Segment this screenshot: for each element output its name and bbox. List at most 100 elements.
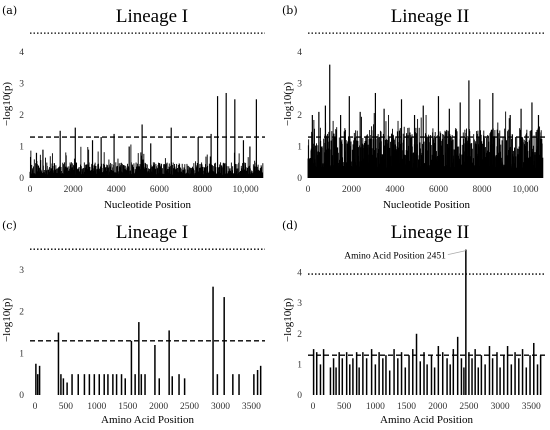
x-tick-label: 1000 bbox=[87, 402, 106, 412]
bar bbox=[98, 374, 101, 395]
bar bbox=[93, 374, 96, 395]
bar bbox=[398, 130, 400, 178]
x-tick-label: 500 bbox=[337, 402, 352, 412]
bar bbox=[361, 116, 362, 178]
bar bbox=[345, 140, 347, 178]
bar bbox=[433, 367, 436, 395]
bar bbox=[485, 157, 487, 178]
bar bbox=[212, 286, 214, 395]
panel-a: (a) Lineage I −log10(p) Nucleotide Position… bbox=[1, 4, 265, 211]
bar bbox=[209, 156, 211, 178]
bar bbox=[365, 358, 368, 395]
bar bbox=[171, 376, 173, 395]
bar bbox=[416, 144, 418, 178]
bar bbox=[108, 164, 110, 178]
bar bbox=[166, 162, 168, 178]
bar bbox=[464, 132, 466, 178]
bar bbox=[435, 137, 437, 178]
bar bbox=[80, 166, 82, 178]
bar bbox=[532, 145, 534, 178]
y-tick-label: 0 bbox=[297, 391, 302, 401]
bar bbox=[400, 99, 403, 178]
bar bbox=[318, 111, 320, 178]
bar bbox=[73, 165, 74, 178]
bar bbox=[262, 163, 264, 178]
bar bbox=[340, 115, 342, 178]
bar bbox=[460, 358, 463, 395]
bar bbox=[509, 115, 511, 178]
bar bbox=[319, 364, 322, 395]
bar bbox=[223, 297, 225, 395]
x-axis-label: Amino Acid Position bbox=[380, 414, 473, 426]
x-tick-label: 3500 bbox=[242, 402, 261, 412]
bar bbox=[236, 164, 238, 178]
bar bbox=[221, 165, 223, 178]
bar bbox=[350, 141, 352, 178]
bar bbox=[365, 136, 367, 178]
bar bbox=[540, 130, 542, 178]
bar bbox=[66, 382, 68, 395]
bar bbox=[355, 137, 357, 178]
bar bbox=[169, 167, 171, 178]
bar bbox=[502, 137, 504, 178]
bar bbox=[77, 374, 79, 395]
bar bbox=[510, 364, 513, 395]
x-tick-label: 0 bbox=[306, 185, 311, 195]
bar bbox=[133, 163, 135, 178]
bar bbox=[332, 133, 334, 178]
bar bbox=[378, 352, 380, 395]
bar bbox=[449, 364, 451, 395]
bar bbox=[456, 336, 459, 395]
bar bbox=[355, 352, 358, 395]
bar bbox=[224, 163, 226, 178]
bar bbox=[531, 102, 533, 178]
bar bbox=[387, 139, 389, 178]
annotation-label: Amino Acid Position 2451 bbox=[344, 252, 446, 262]
bar bbox=[420, 117, 422, 178]
bar bbox=[515, 156, 517, 178]
bar bbox=[503, 355, 505, 395]
bar bbox=[130, 340, 133, 395]
bar bbox=[419, 361, 422, 395]
bar bbox=[137, 153, 139, 178]
bar bbox=[338, 352, 340, 395]
bar bbox=[498, 133, 500, 178]
x-tick-label: 8000 bbox=[193, 185, 212, 195]
bar bbox=[480, 355, 483, 395]
bar bbox=[332, 358, 335, 395]
y-tick-label: 3 bbox=[19, 266, 24, 276]
bar bbox=[484, 364, 486, 395]
bar bbox=[497, 122, 499, 178]
bar bbox=[234, 99, 236, 178]
bar-series bbox=[307, 64, 544, 178]
y-tick-label: 3 bbox=[297, 299, 302, 309]
bar bbox=[261, 166, 262, 178]
bar bbox=[83, 374, 86, 395]
bar bbox=[359, 145, 360, 178]
bar bbox=[512, 154, 514, 178]
bar bbox=[311, 115, 313, 178]
bar bbox=[404, 367, 407, 395]
bar bbox=[201, 164, 203, 178]
bar bbox=[242, 140, 245, 178]
bar bbox=[329, 367, 332, 395]
bar bbox=[542, 157, 544, 178]
y-tick-label: 4 bbox=[297, 48, 302, 58]
bar bbox=[52, 165, 54, 178]
bar bbox=[207, 165, 209, 178]
bar bbox=[403, 139, 405, 178]
bar bbox=[35, 363, 37, 395]
bar bbox=[36, 164, 38, 178]
bar bbox=[103, 374, 105, 395]
bar bbox=[232, 166, 234, 178]
bar bbox=[541, 143, 543, 178]
bar bbox=[107, 165, 109, 178]
bar bbox=[335, 367, 337, 395]
bar bbox=[40, 160, 42, 178]
bar bbox=[403, 126, 405, 178]
bar bbox=[385, 355, 387, 395]
bar bbox=[189, 167, 191, 178]
bar bbox=[452, 139, 453, 178]
bar bbox=[533, 135, 535, 178]
bar bbox=[316, 143, 317, 178]
